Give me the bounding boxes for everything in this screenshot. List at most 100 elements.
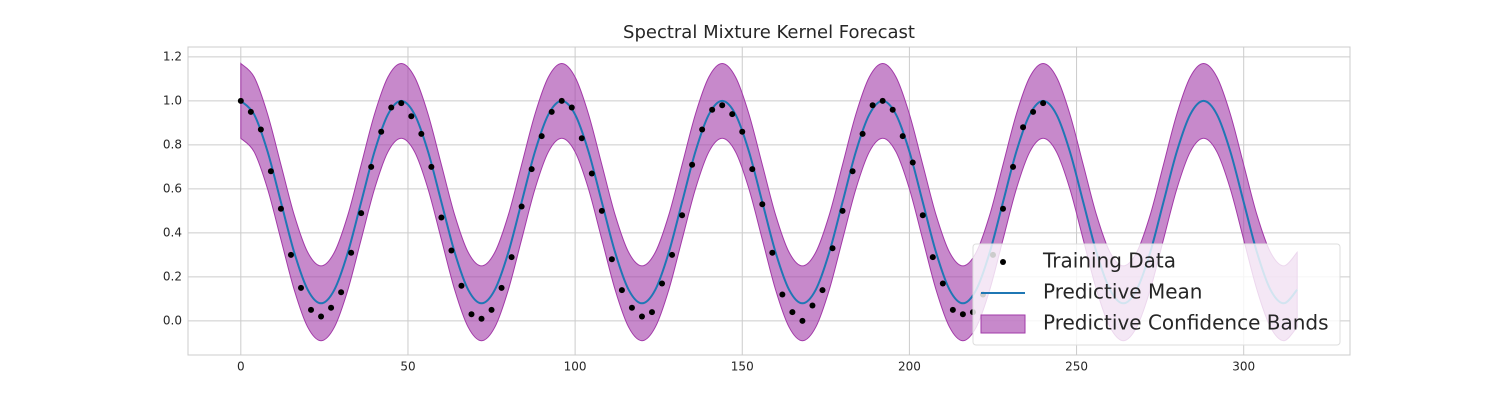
training-point	[709, 106, 716, 113]
training-point	[1040, 100, 1047, 107]
training-point	[368, 163, 375, 170]
y-tick-label: 0.6	[163, 181, 182, 195]
training-point	[849, 168, 856, 175]
training-point	[669, 251, 676, 258]
training-point	[859, 130, 866, 137]
training-point	[689, 161, 696, 168]
training-point	[799, 317, 806, 324]
training-point	[699, 126, 706, 133]
training-point	[257, 126, 264, 133]
chart-title: Spectral Mixture Kernel Forecast	[623, 22, 915, 43]
training-point	[568, 104, 575, 111]
x-tick-label: 200	[898, 360, 921, 374]
training-point	[1010, 163, 1017, 170]
training-point	[318, 313, 325, 320]
plot-frame	[187, 46, 1351, 356]
x-tick-label: 300	[1232, 360, 1255, 374]
training-point	[959, 311, 966, 318]
training-point	[899, 133, 906, 140]
training-point	[598, 207, 605, 214]
x-tick-label: 0	[237, 360, 245, 374]
training-point	[638, 313, 645, 320]
training-point	[448, 247, 455, 254]
training-point	[679, 212, 686, 219]
training-point	[358, 210, 365, 217]
training-point	[418, 130, 425, 137]
training-point	[237, 97, 244, 104]
legend-label: Training Data	[1042, 249, 1176, 273]
y-tick-label: 0.0	[163, 313, 182, 327]
training-point	[308, 306, 315, 313]
training-point	[779, 291, 786, 298]
training-point	[398, 100, 405, 107]
training-point	[648, 309, 655, 316]
training-point	[548, 108, 555, 115]
training-point	[348, 249, 355, 256]
training-point	[428, 163, 435, 170]
training-point	[588, 170, 595, 177]
training-point	[929, 254, 936, 261]
training-point	[408, 113, 415, 120]
training-point	[659, 280, 666, 287]
training-point	[749, 166, 756, 173]
training-point	[338, 289, 345, 296]
training-point	[478, 315, 485, 322]
training-point	[839, 207, 846, 214]
training-point	[729, 111, 736, 118]
training-point	[528, 166, 535, 173]
legend-box	[972, 243, 1341, 346]
y-tick-label: 0.2	[163, 269, 182, 283]
training-point	[608, 256, 615, 263]
training-point	[1000, 205, 1007, 212]
y-tick-label: 0.4	[163, 225, 182, 239]
training-point	[909, 159, 916, 166]
training-point	[488, 306, 495, 313]
training-point	[297, 284, 304, 291]
training-point	[628, 304, 635, 311]
training-point	[287, 251, 294, 258]
training-point	[739, 128, 746, 135]
training-point	[578, 135, 585, 142]
x-tick-label: 250	[1065, 360, 1088, 374]
legend-label: Predictive Confidence Bands	[1043, 311, 1329, 335]
training-point	[789, 309, 796, 316]
y-tick-label: 0.8	[163, 137, 182, 151]
training-point	[538, 133, 545, 140]
training-point	[819, 287, 826, 294]
training-point	[508, 254, 515, 261]
x-tick-label: 100	[564, 360, 587, 374]
training-point	[919, 212, 926, 219]
y-tick-label: 1.2	[163, 49, 182, 63]
training-point	[518, 203, 525, 210]
training-point	[267, 168, 274, 175]
training-point	[879, 97, 886, 104]
training-point	[949, 306, 956, 313]
training-point	[498, 284, 505, 291]
legend-label: Predictive Mean	[1043, 280, 1202, 304]
training-point	[328, 304, 335, 311]
training-point	[468, 311, 475, 318]
training-point	[618, 287, 625, 294]
training-point	[769, 249, 776, 256]
training-point	[809, 302, 816, 309]
training-point	[277, 205, 284, 212]
training-point	[388, 104, 395, 111]
training-point	[1030, 108, 1037, 115]
training-point	[438, 214, 445, 221]
training-point	[247, 108, 254, 115]
x-tick-label: 50	[400, 360, 415, 374]
training-point	[889, 106, 896, 113]
training-point	[719, 102, 726, 109]
legend-marker	[1000, 259, 1006, 265]
y-tick-label: 1.0	[163, 93, 182, 107]
x-tick-label: 150	[731, 360, 754, 374]
training-point	[759, 201, 766, 208]
training-point	[1020, 124, 1027, 131]
training-point	[458, 282, 465, 289]
training-point	[558, 97, 565, 104]
training-point	[378, 128, 385, 135]
legend-marker	[980, 314, 1026, 334]
training-point	[829, 245, 836, 252]
training-point	[869, 102, 876, 109]
